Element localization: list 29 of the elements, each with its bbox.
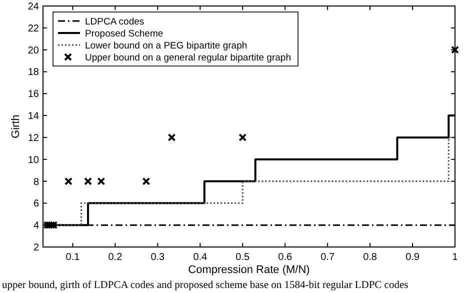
y-tick-label: 18 xyxy=(28,67,40,78)
x-tick-label: 0.3 xyxy=(150,252,166,263)
y-tick-label: 24 xyxy=(28,2,40,12)
legend-label: Proposed Scheme xyxy=(85,28,164,40)
x-tick-label: 0.4 xyxy=(193,252,208,263)
y-axis-title: Girth xyxy=(10,114,22,138)
x-tick-label: 0.7 xyxy=(320,252,335,263)
legend-label: Lower bound on a PEG bipartite graph xyxy=(85,40,248,52)
x-tick-label: 0.2 xyxy=(108,252,123,263)
x-tick-label: 0.1 xyxy=(66,252,80,263)
x-tick-label: 0.9 xyxy=(406,252,420,263)
y-tick-label: 6 xyxy=(33,198,40,210)
x-tick-label: 1 xyxy=(452,252,458,263)
y-tick-label: 14 xyxy=(28,111,40,122)
legend-label: Upper bound on a general regular bipartite graph xyxy=(85,52,291,64)
y-tick-label: 12 xyxy=(28,132,40,144)
y-tick-label: 22 xyxy=(28,23,40,34)
y-tick-label: 2 xyxy=(33,242,40,254)
y-tick-label: 4 xyxy=(33,220,40,232)
legend-label: LDPCA codes xyxy=(85,16,144,28)
y-tick-label: 16 xyxy=(28,89,40,100)
y-tick-label: 8 xyxy=(33,176,40,188)
x-tick-label: 0.8 xyxy=(363,252,378,263)
y-tick-label: 10 xyxy=(28,154,40,166)
x-tick-label: 0.5 xyxy=(236,252,250,263)
x-tick-label: 0.6 xyxy=(278,252,292,263)
text: upper bound, girth of LDPCA codes and proposed scheme base on 1584-bit regular LDPC codes xyxy=(2,280,408,291)
y-tick-label: 20 xyxy=(28,45,40,56)
x-axis-title: Compression Rate (M/N) xyxy=(188,264,310,276)
